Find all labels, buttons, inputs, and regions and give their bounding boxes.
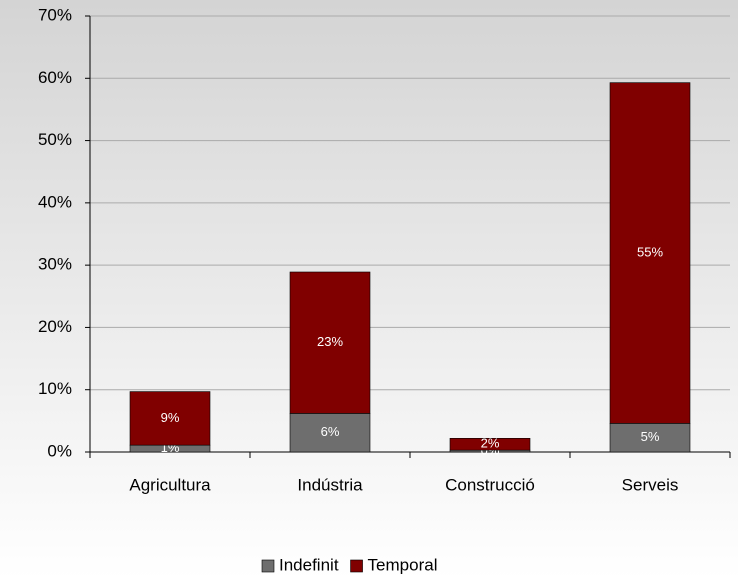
legend-label: Temporal xyxy=(368,555,438,574)
y-tick-label: 20% xyxy=(38,317,72,336)
bar-segment xyxy=(289,271,371,414)
value-label: 9% xyxy=(161,410,180,425)
value-label: 2% xyxy=(481,436,500,451)
x-tick-label: Serveis xyxy=(622,475,679,494)
x-tick-label: Agricultura xyxy=(129,475,211,494)
value-label: 5% xyxy=(641,429,660,444)
bar-segment xyxy=(609,82,691,424)
bar-segment xyxy=(609,423,691,453)
y-tick-label: 40% xyxy=(38,192,72,211)
legend-swatch xyxy=(350,559,363,573)
y-tick-label: 70% xyxy=(38,5,72,24)
y-tick-label: 30% xyxy=(38,255,72,274)
y-tick-label: 0% xyxy=(47,441,72,460)
value-label: 6% xyxy=(321,424,340,439)
value-label: 23% xyxy=(317,334,343,349)
y-tick-label: 10% xyxy=(38,379,72,398)
legend-label: Indefinit xyxy=(279,555,339,574)
bar-segment xyxy=(449,437,531,451)
x-tick-label: Indústria xyxy=(297,475,363,494)
y-tick-label: 60% xyxy=(38,68,72,87)
legend-swatch xyxy=(261,559,275,573)
bar-segment xyxy=(129,391,211,446)
y-tick-label: 50% xyxy=(38,130,72,149)
value-label: 55% xyxy=(637,244,663,259)
x-tick-label: Construcció xyxy=(445,475,535,494)
